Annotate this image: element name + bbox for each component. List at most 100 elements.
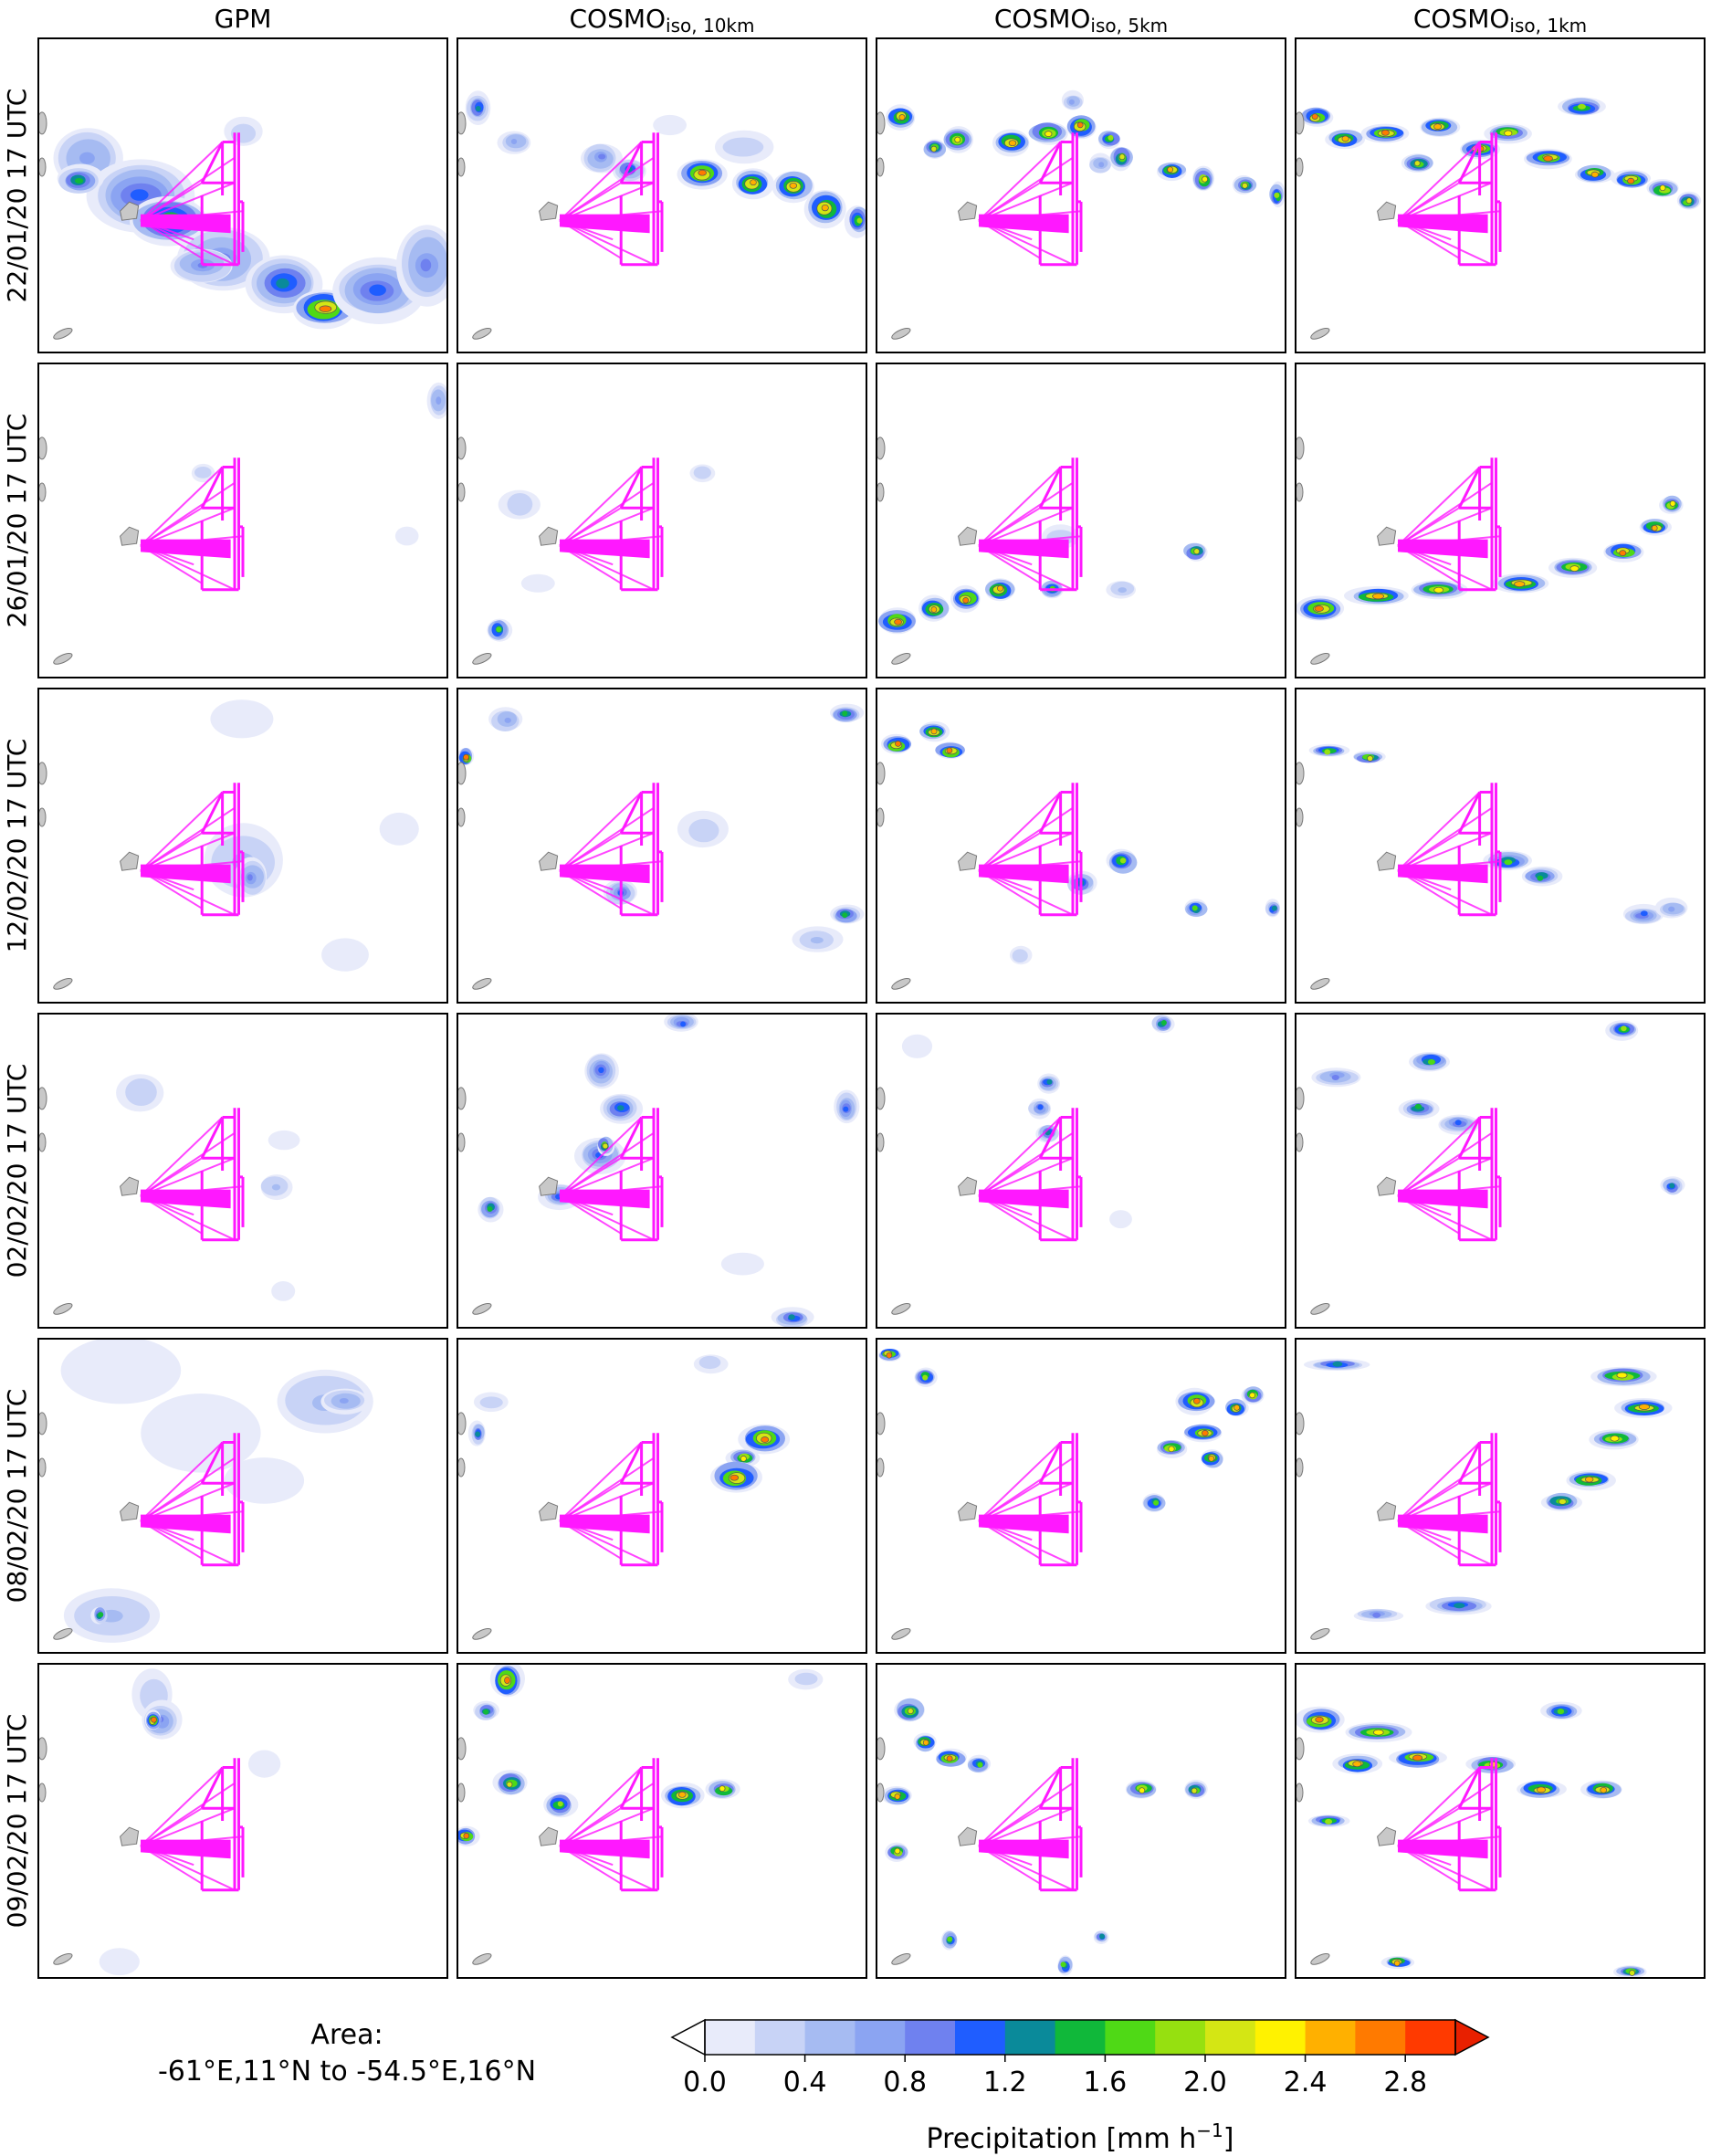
precip-cell	[1543, 155, 1553, 162]
precip-cell	[278, 1285, 291, 1294]
precip-cell	[1414, 1103, 1422, 1110]
precip-cell	[483, 1709, 489, 1715]
map-panel-1-1	[457, 363, 866, 678]
precip-cell	[1600, 1786, 1608, 1793]
colorbar: 0.0 0.4 0.8 1.2 1.6 2.0 2.4 2.8 Precipitation [m…	[670, 2018, 1490, 2155]
flight-track-segment	[200, 141, 224, 184]
precip-cell	[1557, 1709, 1565, 1715]
flight-track-segment	[140, 1131, 236, 1197]
precip-cell	[1504, 130, 1513, 137]
precip-cell	[1638, 1404, 1650, 1410]
precip-cell	[1202, 175, 1208, 183]
flight-track-segment	[1457, 141, 1481, 184]
precip-cell	[531, 577, 549, 587]
colorbar-tick-label: 2.4	[1284, 2067, 1328, 2098]
flight-track-segment	[978, 156, 1074, 222]
flight-track-segment	[1397, 156, 1493, 222]
precip-cell	[789, 182, 798, 189]
precip-cell	[1412, 1754, 1423, 1762]
precip-cell	[740, 1456, 747, 1462]
precip-cell	[319, 305, 332, 312]
island-shape	[539, 1826, 559, 1846]
island-shape	[876, 1783, 885, 1803]
island-shape	[38, 157, 47, 177]
island-shape	[1377, 1501, 1397, 1521]
precip-cell	[1314, 605, 1324, 612]
precip-cell	[947, 1936, 953, 1942]
flight-track-segment	[619, 1766, 643, 1809]
precip-cell	[1076, 121, 1084, 129]
flight-track-segment	[140, 791, 224, 872]
precip-cell	[1578, 103, 1586, 110]
precip-cell	[74, 178, 84, 184]
precip-cell	[1201, 1430, 1209, 1436]
island-shape	[472, 977, 492, 990]
precip-cell	[810, 937, 824, 944]
colorbar-tick-label: 0.4	[783, 2067, 827, 2098]
precip-cell	[1274, 192, 1280, 198]
flight-track-bundle	[560, 864, 650, 884]
flight-track-bundle	[979, 539, 1069, 559]
map-panel-1-2	[457, 689, 866, 1003]
precip-cell	[1331, 1075, 1339, 1080]
island-shape	[539, 526, 559, 546]
column-title: COSMOiso, 10km	[569, 4, 754, 37]
island-shape	[1296, 157, 1304, 177]
island-shape	[457, 436, 467, 460]
precip-cell	[1014, 951, 1023, 958]
precip-cell	[907, 1708, 914, 1715]
flight-track-bundle	[560, 1839, 650, 1859]
island-shape	[1296, 1783, 1304, 1803]
flight-track-bundle	[560, 214, 650, 234]
flight-track-segment	[1397, 1782, 1493, 1847]
panel-frame	[876, 363, 1286, 678]
precip-cell	[1153, 1499, 1160, 1506]
flight-track-segment	[140, 481, 236, 547]
precip-cell	[894, 618, 902, 626]
flight-track-segment	[1038, 1766, 1062, 1809]
island-shape	[38, 111, 47, 135]
island-shape	[1296, 1132, 1304, 1152]
flight-track-segment	[978, 1766, 1062, 1847]
island-shape	[876, 482, 885, 502]
precip-cell	[151, 1716, 157, 1723]
map-panel-2-4	[876, 1339, 1286, 1653]
precip-cell	[1311, 113, 1318, 120]
precip-cell	[79, 152, 95, 164]
island-shape	[120, 851, 140, 871]
flight-track-segment	[1397, 791, 1481, 872]
map-panel-3-3	[1296, 1014, 1705, 1328]
island-shape	[876, 157, 885, 177]
precip-cell	[1192, 1397, 1201, 1404]
colorbar-bin	[705, 2020, 756, 2055]
precip-cell	[1393, 1960, 1401, 1967]
precip-cell	[256, 1757, 272, 1771]
precip-cell	[511, 500, 526, 511]
precip-cell	[895, 741, 902, 747]
island-shape	[1310, 1627, 1330, 1640]
island-shape	[53, 977, 73, 990]
island-shape	[958, 1826, 978, 1846]
flight-track-segment	[559, 156, 655, 222]
column-title: GPM	[215, 4, 272, 34]
precip-cell	[662, 122, 679, 133]
island-shape	[891, 1952, 911, 1965]
row-label: 26/01/20 17 UTC	[2, 414, 32, 628]
flight-track-segment	[200, 1116, 224, 1159]
panel-frame	[876, 1663, 1286, 1979]
precip-cell	[496, 626, 502, 633]
island-shape	[472, 327, 492, 340]
island-shape	[120, 526, 140, 546]
flight-track-segment	[140, 1116, 224, 1197]
precip-cell	[1427, 1059, 1435, 1065]
precip-cell	[510, 139, 518, 144]
precip-cell	[1372, 1612, 1381, 1618]
flight-track-bundle	[1398, 1839, 1488, 1859]
precip-cell	[1341, 135, 1349, 142]
precip-cell	[842, 912, 848, 919]
panel-frame	[1295, 688, 1706, 1004]
island-shape	[1296, 807, 1304, 827]
precip-cell	[487, 1206, 493, 1212]
precip-cell	[598, 1067, 604, 1074]
